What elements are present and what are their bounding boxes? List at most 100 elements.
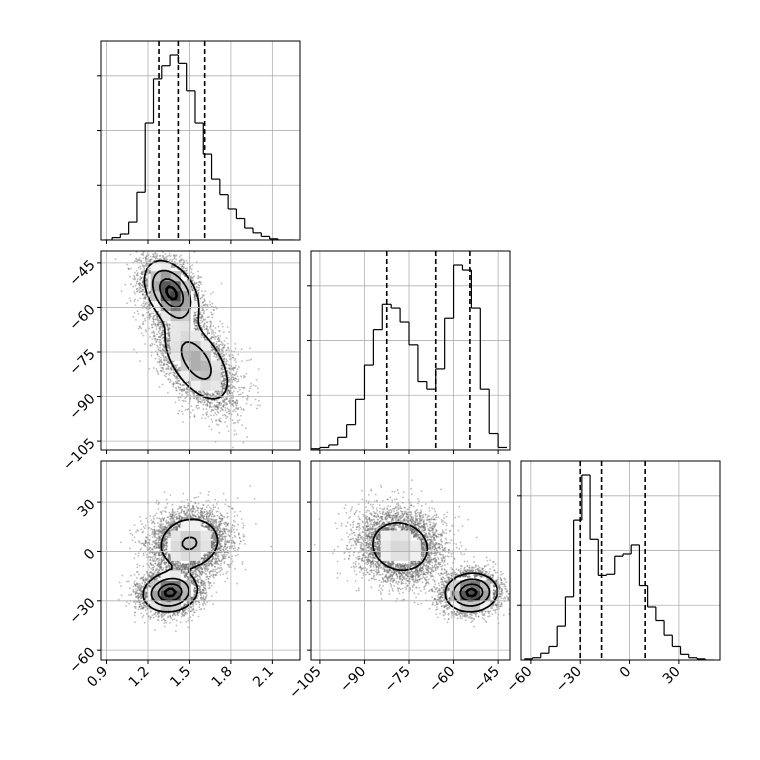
sample-point (196, 328, 199, 330)
y-tick-label: −75 (66, 346, 98, 378)
sample-point (215, 356, 217, 358)
sample-point (176, 613, 179, 616)
sample-point (223, 387, 226, 390)
sample-point (139, 282, 142, 285)
sample-point (161, 612, 163, 614)
sample-point (233, 401, 235, 404)
sample-point (187, 609, 190, 612)
sample-point (194, 591, 196, 594)
sample-point (221, 325, 224, 328)
sample-point (196, 326, 199, 329)
sample-point (174, 513, 177, 516)
sample-point (157, 323, 160, 326)
sample-point (228, 389, 231, 392)
sample-point (225, 358, 228, 361)
sample-point (214, 408, 216, 411)
sample-point (203, 398, 206, 401)
sample-point (169, 616, 172, 619)
sample-point (145, 285, 148, 288)
sample-point (222, 387, 225, 390)
sample-point (181, 564, 184, 567)
sample-point (144, 244, 146, 246)
sample-point (211, 302, 214, 305)
sample-point (222, 371, 225, 374)
sample-point (158, 517, 161, 520)
sample-point (144, 596, 147, 598)
sample-point (236, 390, 239, 393)
sample-point (198, 400, 201, 403)
sample-point (246, 436, 249, 438)
sample-point (168, 511, 171, 514)
sample-point (139, 265, 142, 268)
sample-point (202, 312, 205, 315)
sample-point (228, 379, 231, 382)
sample-point (176, 611, 179, 614)
sample-point (179, 367, 182, 369)
sample-point (224, 409, 227, 412)
sample-point (169, 565, 171, 568)
sample-point (134, 583, 137, 586)
sample-point (168, 334, 170, 337)
sample-point (186, 272, 189, 275)
sample-point (162, 349, 165, 352)
sample-point (152, 330, 155, 333)
sample-point (220, 392, 223, 394)
sample-point (175, 380, 177, 383)
sample-point (139, 291, 141, 294)
sample-point (205, 393, 207, 395)
sample-point (217, 408, 220, 411)
sample-point (144, 605, 147, 607)
sample-point (227, 376, 230, 379)
sample-point (193, 296, 196, 299)
sample-point (246, 397, 248, 400)
sample-point (199, 597, 202, 600)
sample-point (206, 333, 209, 336)
sample-point (182, 609, 185, 612)
sample-point (200, 319, 202, 322)
sample-point (157, 321, 160, 324)
sample-point (181, 265, 184, 268)
sample-point (220, 382, 223, 385)
sample-point (184, 567, 186, 570)
sample-point (141, 293, 144, 296)
sample-point (154, 629, 156, 632)
sample-point (166, 357, 169, 360)
sample-point (212, 414, 215, 417)
sample-point (227, 410, 230, 413)
sample-point (162, 345, 165, 348)
sample-point (187, 381, 190, 384)
sample-point (223, 339, 226, 342)
sample-point (138, 601, 141, 604)
sample-point (200, 570, 203, 573)
sample-point (192, 605, 195, 608)
sample-point (142, 603, 145, 606)
sample-point (194, 294, 197, 296)
sample-point (202, 304, 205, 306)
sample-point (152, 572, 154, 575)
sample-point (238, 419, 241, 421)
sample-point (222, 331, 225, 333)
sample-point (152, 616, 155, 619)
sample-point (225, 363, 228, 365)
sample-point (184, 576, 186, 578)
sample-point (231, 379, 234, 382)
sample-point (159, 554, 162, 557)
sample-point (158, 338, 161, 341)
sample-point (215, 335, 218, 338)
sample-point (181, 399, 184, 402)
sample-point (178, 569, 181, 571)
sample-point (196, 573, 198, 576)
sample-point (155, 615, 157, 617)
sample-point (184, 608, 186, 611)
sample-point (156, 319, 159, 322)
sample-point (204, 587, 207, 590)
density-bin (200, 370, 211, 381)
sample-point (228, 390, 230, 392)
sample-point (221, 409, 224, 412)
sample-point (138, 288, 141, 291)
sample-point (174, 375, 177, 378)
sample-point (135, 582, 138, 584)
sample-point (160, 520, 163, 523)
sample-point (221, 383, 224, 386)
sample-point (193, 570, 196, 573)
